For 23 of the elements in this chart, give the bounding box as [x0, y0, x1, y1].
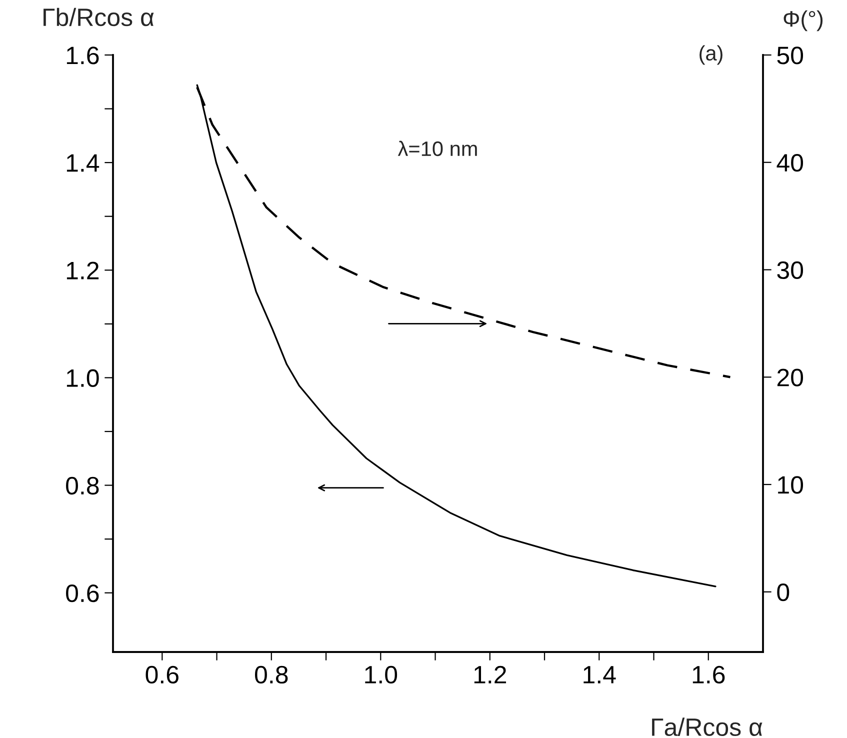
y2-tick-label: 50: [777, 46, 804, 64]
x-tick-label: 0.6: [146, 666, 178, 684]
y2-tick-label: 30: [777, 261, 804, 280]
x-tick-label: 1.2: [474, 666, 506, 684]
y2-axis-title: Φ(°): [784, 10, 823, 32]
y-tick-label: 0.8: [66, 476, 99, 495]
y-tick-label: 1.2: [66, 262, 99, 280]
y-tick-label: 1.0: [66, 369, 99, 388]
y2-tick-label: 40: [776, 154, 804, 172]
annotation: λ=10 nm: [398, 140, 477, 156]
x-tick-label: 1.4: [584, 666, 616, 684]
y2-tick-label: 10: [778, 476, 804, 494]
y2-tick-label: 20: [777, 368, 804, 386]
annotation: (a): [700, 45, 722, 65]
y2-tick-label: 0: [777, 583, 790, 602]
x-tick-label: 0.8: [255, 666, 288, 684]
x-tick-label: 1.6: [692, 666, 725, 684]
x-axis-title: Γa/Rcos α: [652, 718, 762, 736]
y-axis-title: Γb/Rcos α: [44, 8, 154, 26]
y-tick-label: 1.4: [66, 154, 100, 172]
y-tick-label: 0.6: [66, 584, 99, 602]
y-tick-label: 1.6: [66, 46, 99, 64]
x-tick-label: 1.0: [365, 666, 398, 684]
